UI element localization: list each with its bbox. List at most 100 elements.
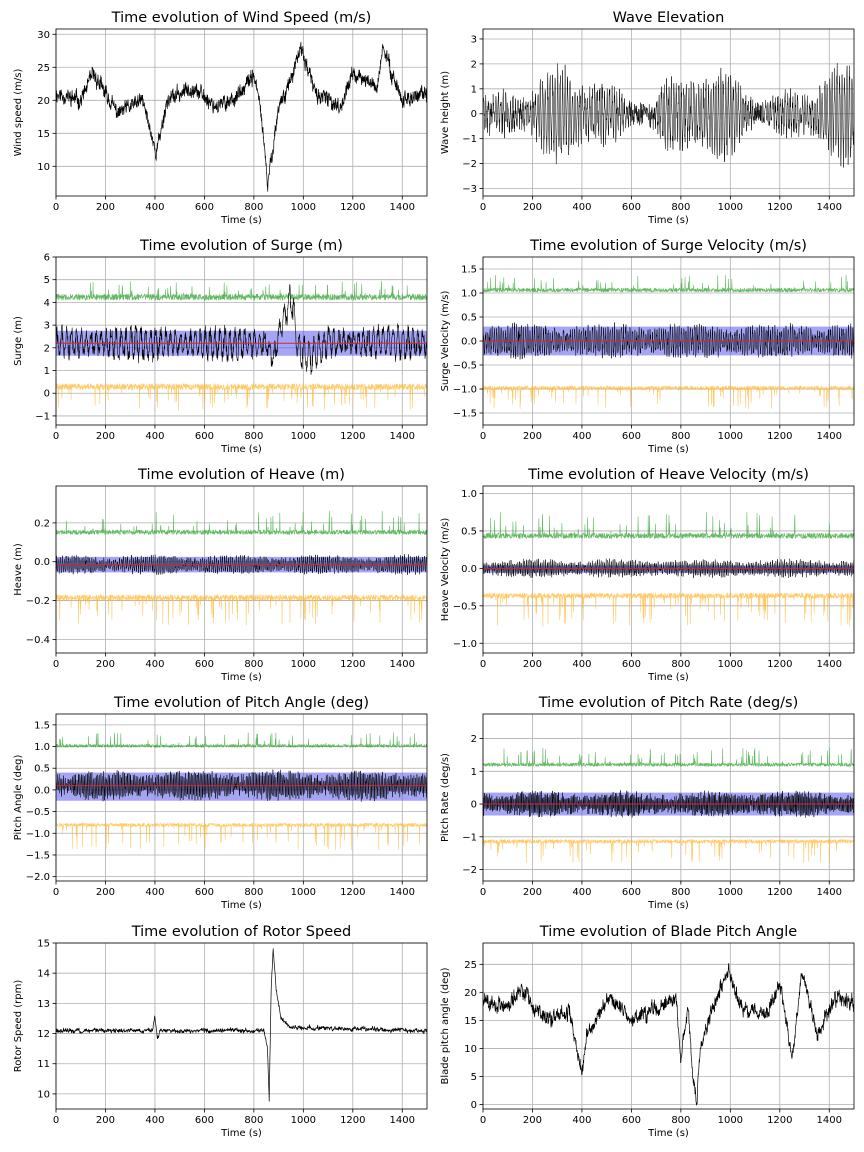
y-tick-label: 2 bbox=[471, 734, 477, 745]
x-tick-label: 400 bbox=[572, 431, 591, 442]
x-tick-label: 600 bbox=[195, 202, 214, 213]
x-tick-label: 0 bbox=[480, 659, 486, 670]
x-tick-label: 1400 bbox=[817, 887, 842, 898]
x-tick-label: 1400 bbox=[817, 659, 842, 670]
y-tick-label: 5 bbox=[44, 275, 50, 286]
x-tick-label: 1000 bbox=[291, 202, 316, 213]
series-signal bbox=[483, 558, 854, 579]
series-signal bbox=[56, 554, 427, 576]
x-tick-label: 1000 bbox=[718, 431, 743, 442]
x-tick-label: 800 bbox=[244, 887, 263, 898]
plot-area bbox=[56, 510, 427, 626]
x-tick-label: 1400 bbox=[817, 431, 842, 442]
y-tick-label: −0.4 bbox=[26, 635, 50, 646]
axes-frame bbox=[55, 485, 428, 654]
y-tick-label: −1.0 bbox=[26, 829, 50, 840]
y-tick-label: 0 bbox=[471, 109, 477, 120]
x-tick-label: 1200 bbox=[340, 431, 365, 442]
y-tick-label: 0.0 bbox=[34, 557, 50, 568]
x-tick-label: 600 bbox=[622, 202, 641, 213]
y-tick-label: 1.5 bbox=[461, 265, 477, 276]
chart-title: Time evolution of Heave Velocity (m/s) bbox=[527, 467, 809, 483]
x-tick-label: 1400 bbox=[390, 887, 415, 898]
x-tick-label: 800 bbox=[671, 1115, 690, 1126]
chart-title: Time evolution of Pitch Rate (deg/s) bbox=[538, 695, 799, 711]
series-upper bbox=[56, 732, 427, 748]
x-tick-label: 1200 bbox=[340, 887, 365, 898]
x-tick-label: 1000 bbox=[291, 431, 316, 442]
axes-frame bbox=[55, 713, 428, 882]
series-upper bbox=[56, 280, 427, 301]
y-axis-label: Pitch Rate (deg/s) bbox=[440, 753, 451, 842]
series-lower bbox=[483, 385, 854, 410]
x-tick-label: 0 bbox=[480, 202, 486, 213]
x-tick-label: 1000 bbox=[291, 1115, 316, 1126]
chart-pitch: 0 200 400 600 800 1000 1200 1400 −2.0 −1.5 −1.0 −0.… bbox=[13, 695, 428, 911]
y-tick-label: 0.0 bbox=[461, 564, 477, 575]
y-tick-label: 0.5 bbox=[461, 526, 477, 537]
chart-heave: 0 200 400 600 800 1000 1200 1400 −0.4 −0.2 0.0 0.2 T… bbox=[13, 467, 428, 683]
y-tick-label: −2.0 bbox=[26, 872, 50, 883]
x-axis-label: Time (s) bbox=[647, 900, 689, 911]
chart-rotor: 0 200 400 600 800 1000 1200 1400 10 11 12 13 14 15 Tim… bbox=[13, 924, 428, 1139]
y-tick-label: 3 bbox=[44, 321, 50, 332]
x-tick-label: 600 bbox=[195, 659, 214, 670]
y-tick-label: −0.5 bbox=[26, 807, 50, 818]
x-tick-label: 1200 bbox=[767, 659, 792, 670]
x-tick-label: 400 bbox=[572, 887, 591, 898]
grid-lines bbox=[55, 29, 427, 196]
chart-heave_vel: 0 200 400 600 800 1000 1200 1400 −1.0 −0.5 0.0 0.5 1… bbox=[440, 467, 855, 683]
x-axis-label: Time (s) bbox=[647, 444, 689, 455]
series-signal bbox=[56, 948, 427, 1102]
y-tick-label: 1 bbox=[471, 84, 477, 95]
plot-area bbox=[56, 732, 427, 851]
y-tick-label: 0 bbox=[471, 1100, 477, 1111]
chart-pitch_rate: 0 200 400 600 800 1000 1200 1400 −2 −1 0 1 2 Time evo… bbox=[440, 695, 855, 911]
x-axis-label: Time (s) bbox=[220, 900, 262, 911]
series-lower bbox=[483, 592, 854, 628]
y-tick-label: −1 bbox=[462, 832, 477, 843]
std-band bbox=[483, 565, 854, 573]
series-upper bbox=[483, 747, 854, 767]
x-tick-label: 1000 bbox=[718, 659, 743, 670]
x-axis-label: Time (s) bbox=[647, 1128, 689, 1139]
series-lower bbox=[56, 822, 427, 851]
y-tick-label: −1.0 bbox=[453, 639, 477, 650]
y-axis-label: Rotor Speed (rpm) bbox=[13, 980, 24, 1073]
x-axis-label: Time (s) bbox=[647, 672, 689, 683]
x-tick-label: 200 bbox=[96, 887, 115, 898]
series-signal bbox=[483, 62, 854, 168]
series-lower bbox=[56, 594, 427, 626]
axes-frame bbox=[482, 713, 855, 882]
plot-area bbox=[483, 511, 854, 628]
x-tick-label: 600 bbox=[195, 1115, 214, 1126]
x-tick-label: 400 bbox=[145, 202, 164, 213]
plot-area bbox=[56, 948, 427, 1102]
y-tick-label: 30 bbox=[37, 30, 50, 41]
y-tick-label: 6 bbox=[44, 253, 50, 264]
chart-title: Time evolution of Surge Velocity (m/s) bbox=[529, 238, 807, 254]
x-tick-label: 800 bbox=[244, 431, 263, 442]
x-tick-label: 1200 bbox=[767, 202, 792, 213]
plot-area bbox=[483, 62, 854, 168]
x-tick-label: 400 bbox=[145, 1115, 164, 1126]
chart-title: Time evolution of Wind Speed (m/s) bbox=[111, 10, 372, 26]
y-axis-label: Wave height (m) bbox=[440, 71, 451, 154]
y-tick-label: 1.5 bbox=[34, 720, 50, 731]
y-tick-label: 1.0 bbox=[461, 489, 477, 500]
x-tick-label: 200 bbox=[523, 431, 542, 442]
y-tick-label: −0.5 bbox=[453, 361, 477, 372]
y-tick-label: 20 bbox=[464, 988, 477, 999]
series-signal bbox=[483, 322, 854, 360]
chart-title: Time evolution of Rotor Speed bbox=[131, 924, 352, 940]
x-tick-label: 1400 bbox=[390, 1115, 415, 1126]
y-tick-label: 1.0 bbox=[461, 289, 477, 300]
x-tick-label: 0 bbox=[53, 659, 59, 670]
y-tick-label: 0 bbox=[471, 800, 477, 811]
x-tick-label: 800 bbox=[244, 202, 263, 213]
y-tick-label: 11 bbox=[37, 1059, 50, 1070]
x-axis-label: Time (s) bbox=[647, 215, 689, 226]
y-tick-label: 0.5 bbox=[34, 764, 50, 775]
series-signal bbox=[483, 963, 854, 1106]
y-tick-label: 0 bbox=[44, 389, 50, 400]
